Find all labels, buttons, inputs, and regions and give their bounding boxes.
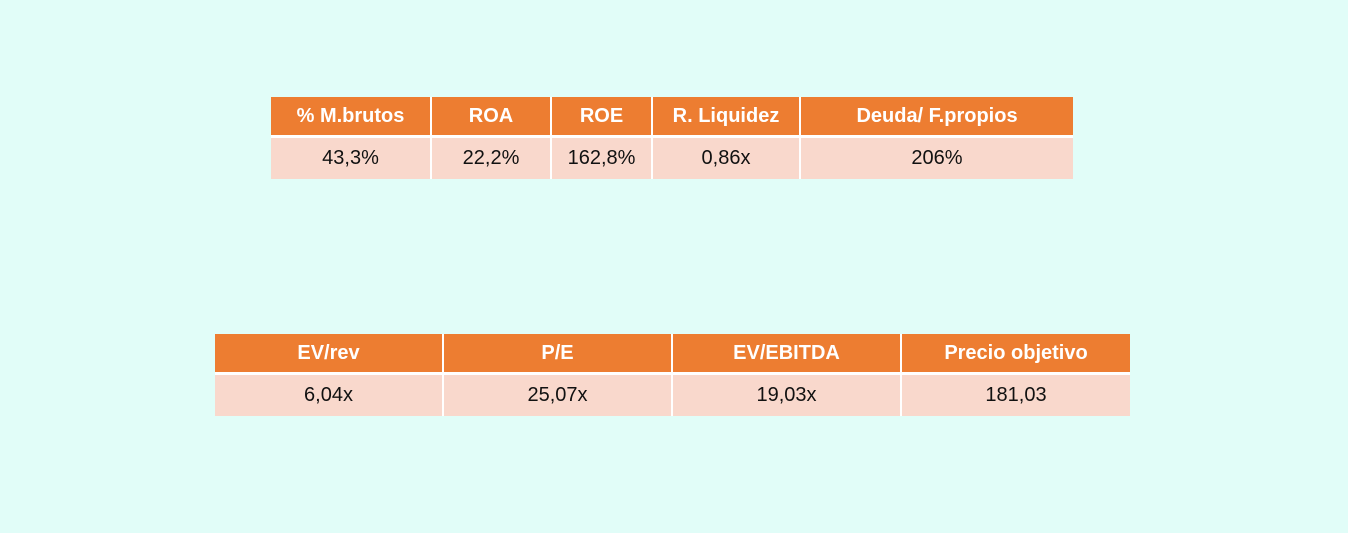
valuation-table: EV/rev P/E EV/EBITDA Precio objetivo 6,04x 25… (215, 334, 1130, 416)
data-cell: 43,3% (271, 138, 432, 179)
data-cell: 162,8% (552, 138, 653, 179)
data-cell: 0,86x (653, 138, 801, 179)
data-row: 43,3% 22,2% 162,8% 0,86x 206% (271, 138, 1073, 179)
header-cell: P/E (444, 334, 673, 375)
header-cell: % M.brutos (271, 97, 432, 138)
ratios-table: % M.brutos ROA ROE R. Liquidez Deuda/ F.prop… (271, 97, 1073, 179)
header-row: EV/rev P/E EV/EBITDA Precio objetivo (215, 334, 1130, 375)
header-cell: EV/EBITDA (673, 334, 902, 375)
data-row: 6,04x 25,07x 19,03x 181,03 (215, 375, 1130, 416)
data-cell: 206% (801, 138, 1073, 179)
header-cell: ROA (432, 97, 552, 138)
header-cell: Precio objetivo (902, 334, 1130, 375)
header-cell: EV/rev (215, 334, 444, 375)
data-cell: 181,03 (902, 375, 1130, 416)
data-cell: 19,03x (673, 375, 902, 416)
header-row: % M.brutos ROA ROE R. Liquidez Deuda/ F.prop… (271, 97, 1073, 138)
header-cell: ROE (552, 97, 653, 138)
data-cell: 25,07x (444, 375, 673, 416)
header-cell: R. Liquidez (653, 97, 801, 138)
data-cell: 22,2% (432, 138, 552, 179)
data-cell: 6,04x (215, 375, 444, 416)
header-cell: Deuda/ F.propios (801, 97, 1073, 138)
